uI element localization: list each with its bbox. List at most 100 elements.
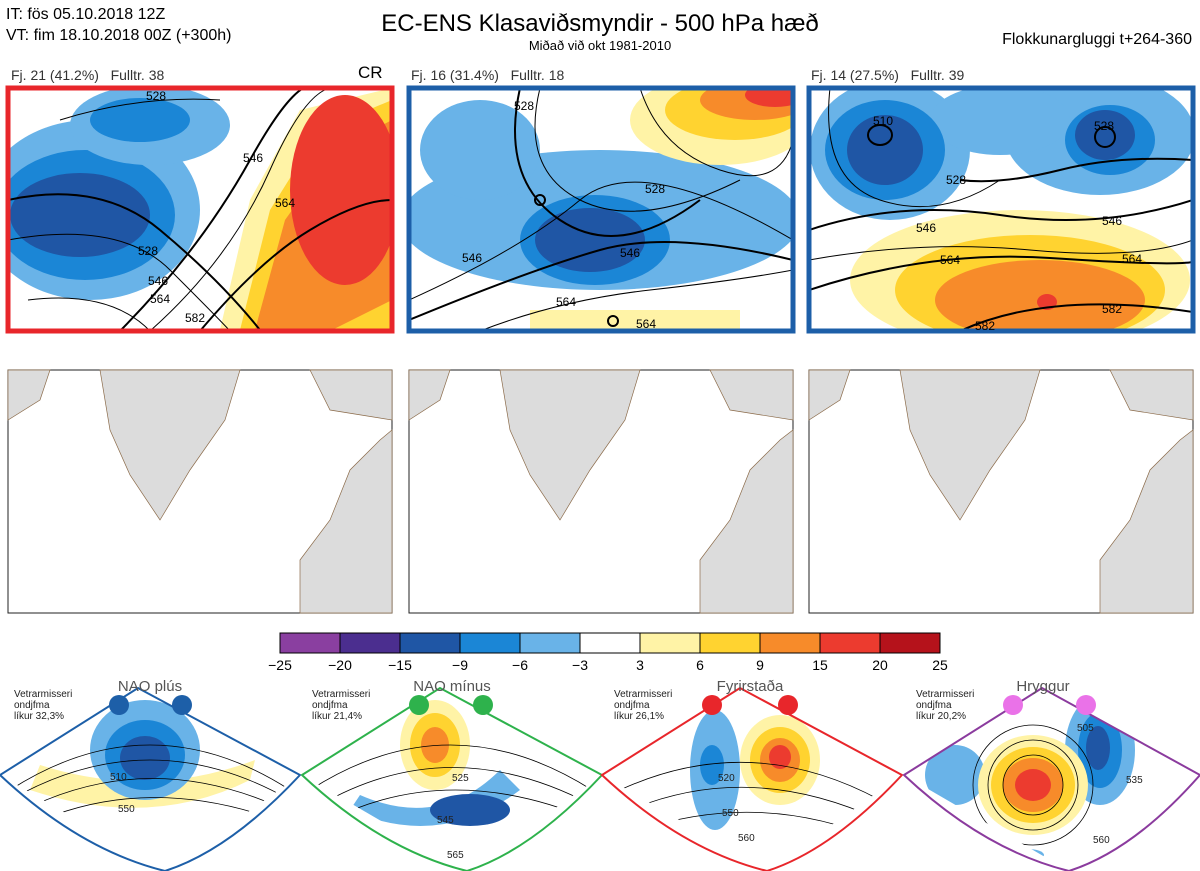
regime-note: líkur 26,1% (614, 711, 664, 722)
colorbar: −25 −20 −15 −9 −6 −3 3 6 9 15 20 25 (268, 632, 948, 673)
contour-label: 582 (185, 311, 205, 325)
colorbar-swatch (879, 632, 941, 654)
colorbar-tick-label: 25 (932, 657, 948, 673)
colorbar-swatch (459, 632, 521, 654)
regime-dot (1076, 695, 1096, 715)
contour-label: 545 (437, 815, 454, 826)
regime-note: ondjfma (916, 700, 952, 711)
contour-label: 546 (916, 221, 936, 235)
panel-1-tag: CR (358, 63, 383, 82)
regime-note: ondjfma (614, 700, 650, 711)
valid-time: VT: fim 18.10.2018 00Z (+300h) (6, 27, 232, 44)
colorbar-swatch (699, 632, 761, 654)
contour-label: 564 (940, 253, 960, 267)
contour-label: 505 (1077, 723, 1094, 734)
contour-label: 564 (1122, 252, 1142, 266)
colorbar-tick-label: 20 (872, 657, 888, 673)
contour-label: 560 (1093, 835, 1110, 846)
cluster-map-1 (8, 88, 392, 331)
regime-note: Vetrarmisseri (14, 689, 72, 700)
contour-label: 546 (620, 246, 640, 260)
regime-note: líkur 21,4% (312, 711, 362, 722)
clustering-window: Flokkunargluggi t+264-360 (1002, 31, 1192, 48)
contour-label: 550 (118, 804, 135, 815)
contour-label: 546 (148, 274, 168, 288)
contour-label: 565 (447, 850, 464, 861)
contour-label: 546 (462, 251, 482, 265)
colorbar-swatch (519, 632, 581, 654)
colorbar-swatch (579, 632, 641, 654)
regime-dot (1003, 695, 1023, 715)
contour-label: 564 (636, 317, 656, 331)
regime-dot (109, 695, 129, 715)
regime-note: ondjfma (312, 700, 348, 711)
contour-label: 560 (738, 833, 755, 844)
panel-2-label: Fj. 16 (31.4%) Fulltr. 18 (411, 67, 565, 83)
contour-label: 535 (1126, 775, 1143, 786)
panel-3-label: Fj. 14 (27.5%) Fulltr. 39 (811, 67, 965, 83)
contour-label: 528 (514, 99, 534, 113)
colorbar-tick-label: 15 (812, 657, 828, 673)
regime-title: NAO mínus (413, 678, 491, 695)
colorbar-swatch (639, 632, 701, 654)
cluster-1-border (5, 85, 395, 334)
colorbar-swatch (279, 632, 341, 654)
colorbar-swatch (399, 632, 461, 654)
regime-dot (702, 695, 722, 715)
regime-note: Vetrarmisseri (916, 689, 974, 700)
contour-label: 546 (1102, 214, 1122, 228)
regime-dot (473, 695, 493, 715)
colorbar-tick-label: −3 (572, 657, 588, 673)
contour-label: 564 (556, 295, 576, 309)
regime-note: líkur 32,3% (14, 711, 64, 722)
regime-dot (778, 695, 798, 715)
contour-label: 525 (452, 773, 469, 784)
colorbar-swatch (339, 632, 401, 654)
colorbar-tick-label: 9 (756, 657, 764, 673)
contour-label: 546 (243, 151, 263, 165)
header-run-info: IT: fös 05.10.2018 12Z VT: fim 18.10.201… (6, 4, 231, 46)
contour-label: 528 (146, 89, 166, 103)
regime-note: ondjfma (14, 700, 50, 711)
contour-label: 520 (718, 773, 735, 784)
contour-label: 582 (1102, 302, 1122, 316)
empty-map-2 (408, 369, 794, 614)
cluster-3-border (806, 85, 1196, 334)
contour-label: 528 (645, 182, 665, 196)
regime-note: líkur 20,2% (916, 711, 966, 722)
colorbar-tick-label: −25 (268, 657, 292, 673)
contour-label: 510 (110, 772, 127, 783)
empty-map-3 (808, 369, 1194, 614)
regime-dot (172, 695, 192, 715)
regime-title: Fyrirstaða (717, 678, 784, 695)
page-subtitle: Miðað við okt 1981-2010 (528, 38, 672, 53)
regime-title: NAO plús (118, 678, 182, 695)
cluster-map-2 (409, 88, 793, 331)
regime-note: Vetrarmisseri (312, 689, 370, 700)
contour-label: 528 (1094, 119, 1114, 133)
panel-1-label: Fj. 21 (41.2%) Fulltr. 38 (11, 67, 165, 83)
contour-label: 528 (946, 173, 966, 187)
cluster-map-3 (809, 88, 1193, 331)
contour-label: 564 (275, 196, 295, 210)
contour-label: 564 (150, 292, 170, 306)
colorbar-tick-label: 3 (636, 657, 644, 673)
contour-label: 550 (722, 808, 739, 819)
regime-dot (409, 695, 429, 715)
colorbar-tick-label: −20 (328, 657, 352, 673)
page-title: EC-ENS Klasaviðsmyndir - 500 hPa hæð (381, 10, 819, 37)
colorbar-tick-label: −6 (512, 657, 528, 673)
colorbar-tick-label: −9 (452, 657, 468, 673)
colorbar-swatch (819, 632, 881, 654)
regime-note: Vetrarmisseri (614, 689, 672, 700)
colorbar-swatch (759, 632, 821, 654)
regime-title: Hryggur (1016, 678, 1069, 695)
empty-map-1 (7, 369, 393, 614)
contour-label: 510 (873, 114, 893, 128)
colorbar-tick-label: 6 (696, 657, 704, 673)
init-time: IT: fös 05.10.2018 12Z (6, 6, 166, 23)
cluster-2-border (406, 85, 796, 334)
colorbar-tick-label: −15 (388, 657, 412, 673)
contour-label: 582 (975, 319, 995, 333)
